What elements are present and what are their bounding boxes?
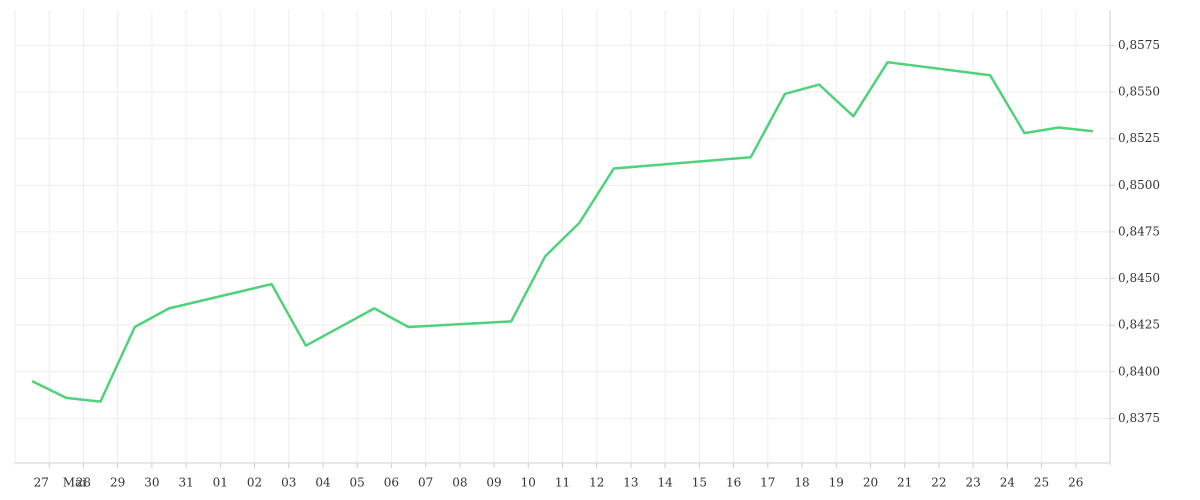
x-tick-label: 31 bbox=[178, 476, 193, 490]
x-tick-label: 15 bbox=[692, 476, 707, 490]
y-tick-label: 0,8525 bbox=[1118, 131, 1160, 145]
x-tick-label: 06 bbox=[384, 476, 399, 490]
y-tick-label: 0,8425 bbox=[1118, 318, 1160, 332]
x-tick-label: 19 bbox=[829, 476, 844, 490]
x-tick-label: 10 bbox=[521, 476, 536, 490]
x-tick-label: 22 bbox=[931, 476, 946, 490]
y-tick-label: 0,8550 bbox=[1118, 85, 1160, 99]
x-tick-label: 21 bbox=[897, 476, 912, 490]
month-label: Mai bbox=[63, 476, 86, 490]
x-tick-label: 05 bbox=[350, 476, 365, 490]
x-tick-label: 12 bbox=[589, 476, 604, 490]
x-tick-label: 23 bbox=[965, 476, 980, 490]
x-tick-label: 28 bbox=[76, 476, 91, 490]
x-tick-label: 03 bbox=[281, 476, 296, 490]
x-tick-label: 26 bbox=[1068, 476, 1083, 490]
x-tick-label: 08 bbox=[452, 476, 467, 490]
y-tick-label: 0,8375 bbox=[1118, 411, 1160, 425]
x-tick-label: 14 bbox=[658, 476, 674, 490]
x-tick-label: 09 bbox=[486, 476, 501, 490]
y-tick-label: 0,8400 bbox=[1118, 364, 1160, 378]
x-tick-label: 16 bbox=[726, 476, 741, 490]
y-tick-label: 0,8575 bbox=[1118, 38, 1160, 52]
y-tick-label: 0,8450 bbox=[1118, 271, 1160, 285]
x-tick-label: 07 bbox=[418, 476, 433, 490]
y-tick-label: 0,8475 bbox=[1118, 224, 1160, 238]
x-tick-label: 04 bbox=[315, 476, 331, 490]
x-tick-label: 25 bbox=[1034, 476, 1049, 490]
x-tick-label: 11 bbox=[555, 476, 570, 490]
x-tick-label: 27 bbox=[34, 476, 49, 490]
x-tick-label: 29 bbox=[110, 476, 125, 490]
x-tick-label: 30 bbox=[144, 476, 159, 490]
x-tick-label: 02 bbox=[247, 476, 262, 490]
x-tick-label: 13 bbox=[623, 476, 638, 490]
x-tick-label: 18 bbox=[794, 476, 809, 490]
x-tick-label: 01 bbox=[213, 476, 228, 490]
x-tick-label: 20 bbox=[863, 476, 878, 490]
x-tick-label: 17 bbox=[760, 476, 775, 490]
x-tick-label: 24 bbox=[1000, 476, 1016, 490]
line bbox=[31, 60, 1094, 403]
y-tick-label: 0,8500 bbox=[1118, 178, 1160, 192]
